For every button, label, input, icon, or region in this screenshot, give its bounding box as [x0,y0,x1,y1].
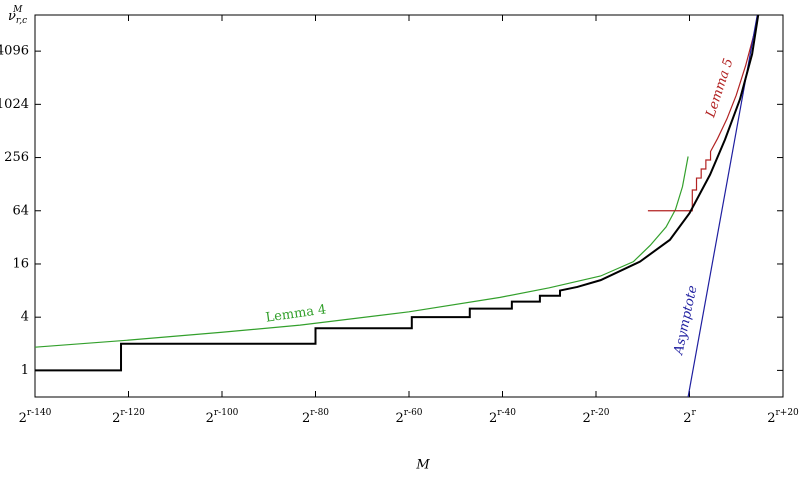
x-tick-label: 2r-100 [206,408,239,426]
x-tick-label: 2r+20 [767,408,799,426]
x-tick-exp: r-60 [404,408,423,418]
annotation: Asymptote [671,284,701,357]
series-line [35,15,760,372]
x-tick-exp: r [691,408,696,418]
x-tick-base: 2 [582,411,590,426]
y-tick-label: 1 [21,363,29,378]
y-tick-label: 256 [4,150,29,165]
y-tick-label: 4096 [0,44,29,59]
x-tick-base: 2 [395,411,403,426]
x-tick-exp: r-80 [310,408,329,418]
x-tick-label: 2r-20 [582,408,609,426]
y-tick-label: 4 [21,310,29,325]
series-line [35,156,689,348]
y-tick-label: 64 [12,203,29,218]
x-axis-label: M [415,458,430,473]
series-line [647,30,756,212]
x-tick-label: 2r-80 [302,408,329,426]
x-tick-base: 2 [489,411,497,426]
x-tick-base: 2 [206,411,214,426]
x-tick-label: 2r-120 [112,408,145,426]
x-tick-label: 2r-60 [395,408,422,426]
x-tick-exp: r-140 [27,408,52,418]
y-tick-label: 1024 [0,97,29,112]
y-label-sub: r,c [16,16,27,26]
x-tick-base: 2 [112,411,120,426]
annotation: Lemma 5 [703,57,736,121]
x-tick-exp: r-40 [497,408,516,418]
x-tick-label: 2r-140 [19,408,52,426]
x-tick-exp: r-20 [591,408,610,418]
y-label-main: ν [8,9,16,24]
annotation: Lemma 4 [265,302,328,325]
x-tick-exp: r-120 [120,408,145,418]
x-tick-label: 2r-40 [489,408,516,426]
plot-frame [34,14,784,398]
x-tick-base: 2 [683,411,691,426]
y-tick-label: 16 [12,256,29,271]
x-tick-label: 2r [683,408,696,426]
x-tick-base: 2 [767,411,775,426]
x-tick-base: 2 [302,411,310,426]
x-tick-exp: r-100 [214,408,239,418]
y-label-sup: M [12,5,23,15]
x-tick-exp: r+20 [775,408,799,418]
x-tick-base: 2 [19,411,27,426]
y-axis-label: νr,cM [8,5,27,26]
